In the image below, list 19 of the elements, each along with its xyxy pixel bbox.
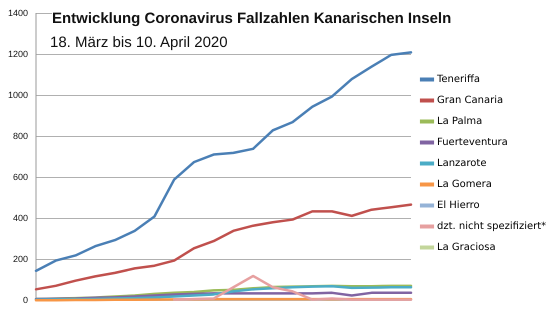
legend-label: Lanzarote (437, 158, 486, 170)
y-tick-label: 600 (12, 172, 28, 182)
text: 18. März bis 10. April 2020 (50, 34, 228, 51)
legend-label: El Hierro (437, 200, 480, 212)
legend-label: La Gomera (437, 179, 492, 190)
y-tick-label: 400 (12, 213, 28, 224)
chart-title: Entwicklung Coronavirus Fallzahlen Kanarischen Inseln (52, 10, 452, 27)
legend-label: dzt. nicht spezifiziert* (437, 221, 546, 232)
legend-label: La Graciosa (437, 242, 496, 254)
y-tick-label: 200 (12, 254, 28, 264)
y-tick-label: 800 (12, 130, 28, 141)
legend-label: Gran Canaria (437, 95, 504, 106)
y-tick-label: 1400 (8, 8, 28, 18)
y-tick-label: 0 (23, 295, 28, 306)
legend-label: La Palma (437, 116, 482, 128)
y-tick-label: 1200 (8, 48, 28, 59)
y-tick-label: 1000 (8, 90, 28, 100)
legend-label: Fuerteventura (437, 137, 508, 148)
legend-label: Teneriffa (436, 74, 480, 86)
